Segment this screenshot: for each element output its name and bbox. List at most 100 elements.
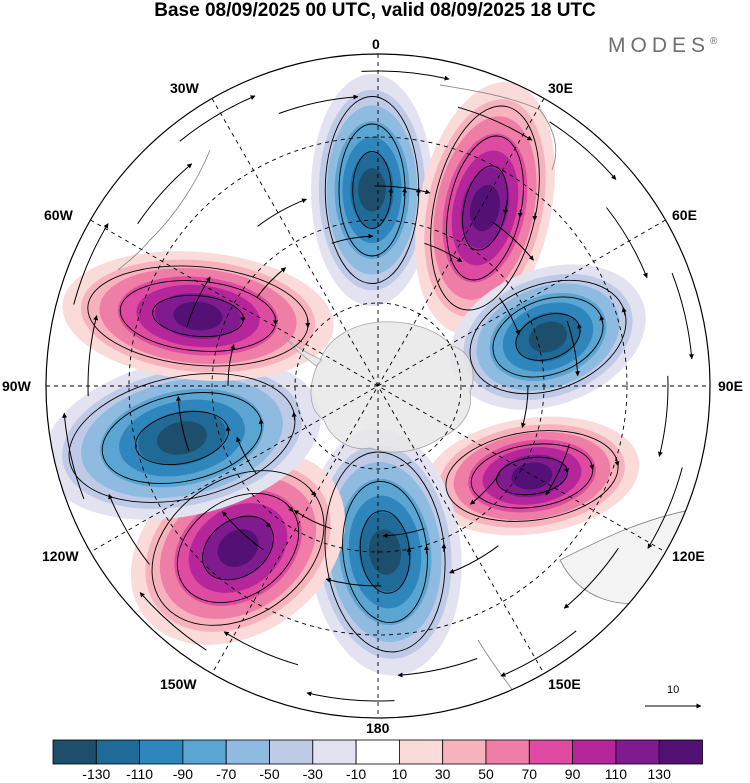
colorbar-tick-label: -30: [302, 766, 323, 782]
streamline-arrow: [258, 418, 264, 428]
label-lon-120e: 120E: [672, 548, 705, 564]
colorbar-tick-label: 70: [521, 766, 538, 782]
logo-text: MODES: [608, 34, 711, 57]
streamline-arrow: [305, 319, 311, 329]
registered-mark: ®: [710, 36, 718, 47]
flow-arc: [137, 163, 193, 225]
colorbar-swatch: [269, 739, 314, 765]
streamline-arrow: [415, 187, 421, 197]
flow-arc: [176, 395, 190, 452]
colorbar-swatch: [485, 739, 530, 765]
flow-arc: [606, 207, 648, 279]
streamline-arrow: [564, 465, 569, 474]
anomaly-contour: [368, 529, 402, 575]
streamline-arrow: [614, 458, 620, 467]
streamline-arrow: [272, 316, 278, 326]
colorbar-swatch: [572, 739, 617, 765]
colorbar-tick-label: -70: [216, 766, 237, 782]
colorbar-swatch: [658, 739, 703, 765]
modes-logo: MODES®: [608, 34, 717, 58]
colorbar-swatch: [95, 739, 141, 765]
flow-arc: [469, 473, 500, 505]
africa-coast: [439, 84, 557, 171]
colorbar-swatch: [312, 739, 357, 765]
streamline-arrow: [309, 489, 317, 497]
flow-arc: [227, 344, 235, 387]
colorbar-tick-label: 130: [647, 766, 671, 782]
label-lon-150w: 150W: [160, 676, 197, 692]
flow-arc: [306, 691, 395, 702]
anomaly-field: [46, 74, 646, 676]
flow-arc: [500, 630, 577, 677]
flow-arc: [139, 592, 207, 651]
label-lon-30e: 30E: [548, 80, 573, 96]
streamline-arrow: [441, 543, 447, 552]
colorbar-tick-label: -130: [82, 766, 111, 782]
flow-arc: [424, 242, 463, 263]
colorbar-swatch: [52, 739, 97, 765]
label-lon-0: 0: [372, 36, 380, 52]
flow-arc: [278, 94, 359, 114]
streamline-arrow: [503, 206, 508, 215]
label-lon-90w: 90W: [2, 378, 31, 394]
flow-arc: [374, 185, 431, 195]
flow-arc: [179, 95, 256, 142]
flow-arc: [566, 320, 580, 377]
colorbar-swatch: [615, 739, 660, 765]
colorbar-tick-label: -110: [126, 766, 154, 782]
colorbar-tick-label: 90: [564, 766, 581, 782]
colorbar-tick-label: -10: [345, 766, 367, 782]
circulation-high-110e: [445, 430, 620, 522]
label-lon-60w: 60W: [44, 207, 73, 223]
map-title: Base 08/09/2025 00 UTC, valid 08/09/2025…: [154, 0, 596, 21]
flow-arc: [549, 121, 617, 180]
streamline-arrow: [240, 313, 246, 323]
colorbar-tick-label: 10: [391, 766, 408, 782]
colorbar-swatch: [182, 739, 227, 765]
flow-arc: [671, 272, 694, 360]
colorbar-swatch: [139, 739, 184, 765]
anomaly-contour: [173, 301, 223, 331]
flow-arc: [382, 528, 425, 539]
colorbar-swatch: [442, 739, 487, 765]
streamline-arrow: [532, 212, 538, 222]
flow-arc: [62, 412, 85, 500]
circulation-high-30e: [430, 105, 540, 311]
label-lon-180: 180: [366, 720, 390, 736]
map-border: [45, 53, 711, 719]
colorbar-swatch: [398, 739, 444, 765]
flow-arc: [222, 511, 264, 551]
flow-arc: [492, 221, 534, 261]
circulation-low-180: [324, 451, 447, 653]
flow-arc: [223, 631, 299, 666]
anomaly-low-180: [308, 428, 462, 676]
map-disk: [46, 54, 710, 718]
label-lon-150e: 150E: [548, 676, 581, 692]
flow-arc: [361, 70, 450, 81]
flow-arc: [563, 547, 619, 609]
flow-arc: [257, 198, 307, 227]
colorbar-swatch: [225, 739, 270, 765]
anomaly-contour: [358, 168, 386, 212]
colorbar: [52, 739, 703, 765]
anomaly-low-0: [311, 74, 433, 306]
vector-scale-label: 10: [667, 684, 680, 696]
streamline-arrow: [264, 521, 272, 528]
circulation-low-75e: [469, 279, 627, 395]
flow-arc: [293, 509, 332, 530]
flow-arc: [325, 577, 382, 587]
anomaly-contour: [469, 184, 501, 232]
colorbar-tick-label: 30: [434, 766, 451, 782]
flow-arc: [236, 436, 258, 475]
label-lon-120w: 120W: [42, 548, 79, 564]
colorbar-tick-label: -90: [172, 766, 194, 782]
flow-arc: [73, 223, 109, 305]
south-america-coast: [117, 149, 211, 271]
flow-arc: [657, 375, 669, 457]
anomaly-high-30e: [415, 82, 555, 334]
streamline-arrow: [517, 209, 523, 218]
flow-arc: [521, 385, 529, 428]
flow-arc: [108, 493, 150, 565]
colorbar-tick-label: 110: [604, 766, 628, 782]
